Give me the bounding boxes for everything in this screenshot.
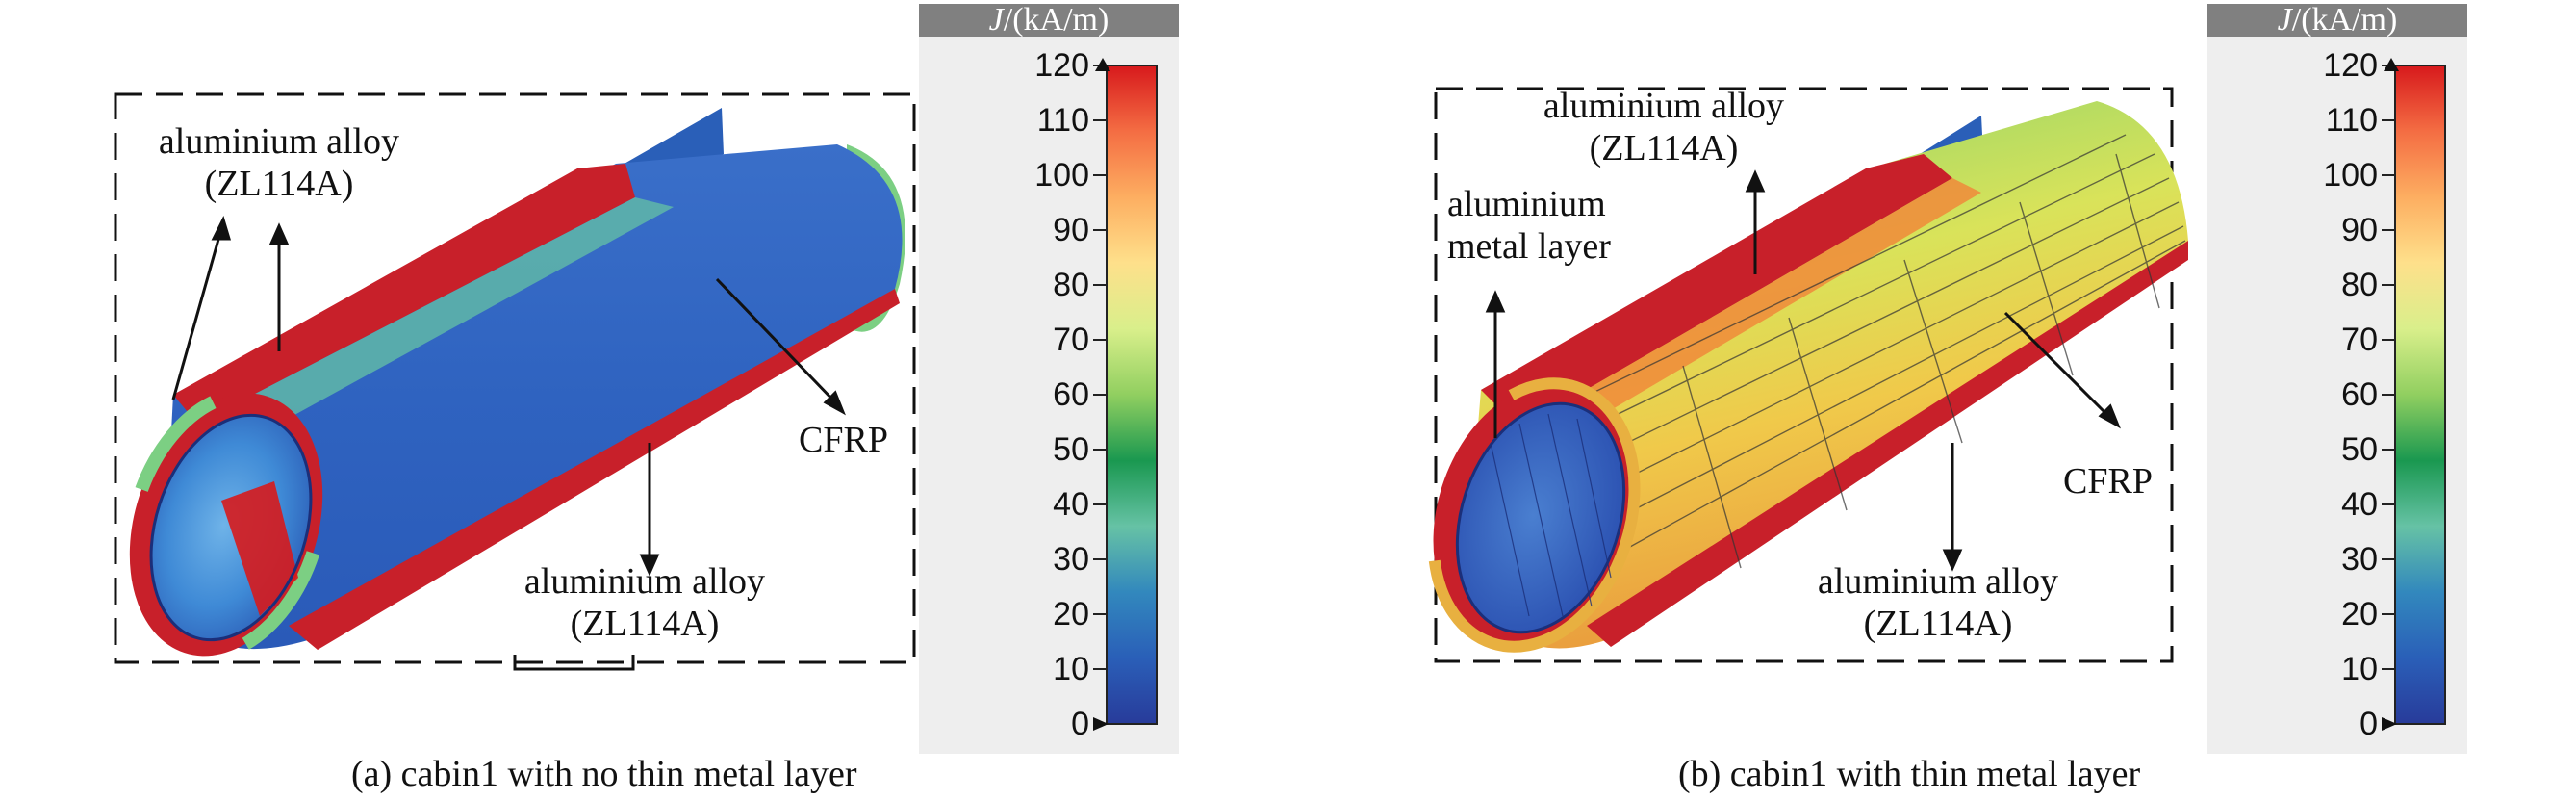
colorbar-tick-label: 50 xyxy=(2341,431,2378,468)
colorbar-tick-label: 90 xyxy=(2341,212,2378,248)
arrows-a xyxy=(171,215,846,577)
colorbar-tick-label: 120 xyxy=(2323,47,2378,84)
colorbar-tick-label: 100 xyxy=(2323,157,2378,194)
caption-b: (b) cabin1 with thin metal layer xyxy=(1678,754,2141,794)
label-metal-layer-b: aluminium metal layer xyxy=(1447,183,1611,268)
colorbar-tick-label: 60 xyxy=(1053,376,1089,413)
label-line: (ZL114A) xyxy=(570,604,720,644)
colorbar-tick-label: 110 xyxy=(2325,102,2378,139)
panel-a: aluminium alloy (ZL114A) CFRP aluminium … xyxy=(114,4,1179,794)
colorbar-tick-label: 20 xyxy=(2341,596,2378,632)
red-bottom-strip-a xyxy=(289,289,900,650)
colorbar-tick-label: 30 xyxy=(2341,541,2378,578)
colorbar-unit: /(kA/m) xyxy=(2291,2,2398,38)
colorbar-tick-label: 80 xyxy=(2341,267,2378,303)
arrows-b xyxy=(1485,169,2121,572)
label-alloy-top-a: aluminium alloy (ZL114A) xyxy=(125,120,433,205)
colorbar-tick-label: 90 xyxy=(1053,212,1089,248)
label-alloy-bottom-a: aluminium alloy (ZL114A) xyxy=(491,560,799,645)
label-alloy-top-b: aluminium alloy (ZL114A) xyxy=(1510,85,1818,169)
label-cfrp-b: CFRP xyxy=(2063,461,2153,502)
caption-a: (a) cabin1 with no thin metal layer xyxy=(351,754,857,794)
front-ring-yellow-b xyxy=(1427,377,1641,653)
colorbar-tick-label: 20 xyxy=(1053,596,1089,632)
colorbar-tick-label: 10 xyxy=(1053,651,1089,687)
red-top-strip-a xyxy=(173,164,635,424)
dashed-frame-b xyxy=(1434,87,2174,663)
colorbar-tick-label: 110 xyxy=(1036,102,1089,139)
colorbar-tick-label: 120 xyxy=(1034,47,1089,84)
green-band-a xyxy=(197,197,674,452)
label-alloy-bottom-b: aluminium alloy (ZL114A) xyxy=(1784,560,2092,645)
label-line: (ZL114A) xyxy=(1589,128,1739,168)
colorbar-title-a: J/(kA/m) xyxy=(919,4,1179,37)
colorbar-symbol: J xyxy=(2277,2,2292,38)
colorbar-tick-label: 60 xyxy=(2341,376,2378,413)
label-line: metal layer xyxy=(1447,226,1611,267)
cylinder-body-b xyxy=(1467,101,2188,649)
orange-band-b xyxy=(1519,178,1981,452)
label-line: aluminium alloy xyxy=(1543,86,1785,126)
inner-mesh-b xyxy=(1490,413,1612,617)
inner-red-patch-a xyxy=(221,481,298,616)
colorbar-symbol: J xyxy=(988,2,1004,38)
label-line: aluminium alloy xyxy=(1817,561,2059,602)
label-cfrp-a: CFRP xyxy=(799,420,888,460)
colorbar-tick-label: 70 xyxy=(2341,322,2378,358)
cabin-render-b xyxy=(1427,87,2188,663)
colorbar-tick-label: 30 xyxy=(1053,541,1089,578)
colorbar-tick-label: 50 xyxy=(1053,431,1089,468)
label-line: aluminium alloy xyxy=(158,121,400,162)
colorbar-title-b: J/(kA/m) xyxy=(2207,4,2467,37)
panel-b: aluminium alloy (ZL114A) aluminium metal… xyxy=(1288,0,2576,800)
colorbar-tick-label: 80 xyxy=(1053,267,1089,303)
colorbar-tick-label: 40 xyxy=(2341,486,2378,523)
label-line: (ZL114A) xyxy=(204,164,354,204)
mesh-lines-b xyxy=(1518,134,2186,569)
colorbar-unit: /(kA/m) xyxy=(1003,2,1109,38)
bracket-a xyxy=(513,655,635,671)
cylinder-body-a xyxy=(164,144,903,650)
label-line: aluminium alloy xyxy=(523,561,766,602)
label-line: aluminium xyxy=(1447,184,1606,224)
red-top-strip-b xyxy=(1481,154,1952,428)
colorbar-tick-label: 10 xyxy=(2341,651,2378,687)
dashed-frame-a xyxy=(114,92,916,664)
colorbar-tick-label: 0 xyxy=(2359,706,2378,742)
colorbar-tick-label: 70 xyxy=(1053,322,1089,358)
colorbar-tick-label: 100 xyxy=(1034,157,1089,194)
red-bottom-strip-b xyxy=(1587,241,2188,647)
colorbar-tick-label: 40 xyxy=(1053,486,1089,523)
cabin-render-a xyxy=(114,92,916,671)
front-ring-green-a xyxy=(122,386,330,663)
colorbar-tick-label: 0 xyxy=(1071,706,1089,742)
label-line: (ZL114A) xyxy=(1863,604,2013,644)
